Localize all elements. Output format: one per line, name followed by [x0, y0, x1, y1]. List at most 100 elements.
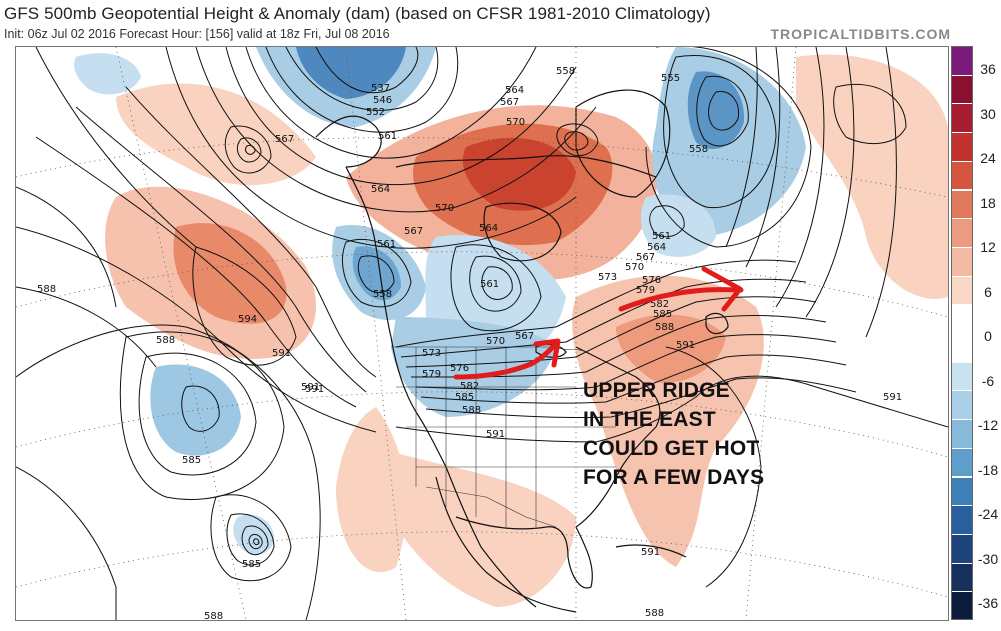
contour-585-flow [420, 354, 847, 404]
contour-570-flow [395, 259, 797, 348]
arrow-northeast [618, 287, 744, 312]
contour-label: 591 [272, 348, 291, 359]
contour-ridge-1 [125, 86, 377, 378]
contour-label: 555 [661, 73, 680, 84]
contour-lakes-low-2 [469, 255, 522, 312]
map-canvas: 537 546 552 561 558 555 564 567 570 558 … [16, 47, 948, 620]
us-mexico-border [425, 486, 557, 528]
contour-north-atlantic-2 [725, 47, 758, 248]
colorbar-label: 36 [980, 61, 996, 77]
chart-title: GFS 500mb Geopotential Height & Anomaly … [4, 4, 711, 23]
contour-label: 591 [676, 340, 695, 351]
contour-label: 588 [655, 322, 674, 333]
cool-anomaly-central-pacific-low [150, 364, 241, 456]
contour-591-flow [395, 375, 948, 443]
contour-label: 585 [182, 455, 201, 466]
chart-header: GFS 500mb Geopotential Height & Anomaly … [0, 0, 1001, 46]
mexico-coast [435, 476, 577, 613]
contour-atlantic-3 [865, 47, 897, 338]
colorbar-label: 6 [984, 283, 992, 300]
contour-label: 588 [37, 284, 56, 295]
contour-552 [265, 47, 459, 133]
contour-label: 585 [242, 559, 261, 570]
annotation-line: IN THE EAST [583, 408, 716, 431]
arrow-northeast-head [701, 266, 743, 312]
colorbar-label: -18 [977, 461, 999, 478]
colorbar-label: 30 [980, 105, 996, 122]
contour-label: 579 [636, 285, 655, 296]
grid-lon-2 [345, 47, 407, 620]
contour-far-west [16, 186, 117, 308]
brand-watermark: TROPICALTIDBITS.COM [770, 26, 951, 42]
colorbar-label: -30 [977, 550, 999, 567]
height-contours [16, 47, 948, 620]
contour-hurricane-outer [210, 494, 292, 582]
colorbar-swatch [951, 447, 973, 477]
warm-anomaly-northeast-atlantic [796, 54, 948, 299]
colorbar-frame [951, 46, 973, 620]
contour-pacific-high-2 [119, 331, 285, 500]
contour-label: 546 [373, 95, 392, 106]
colorbar-swatch [951, 361, 973, 391]
contour-west-atlantic-high [665, 346, 762, 588]
cool-anomaly-alaska-small [74, 53, 141, 95]
colorbar-swatch [951, 591, 973, 620]
contour-label: 591 [883, 392, 902, 403]
contour-label: 591 [641, 547, 660, 558]
contour-label: 570 [506, 117, 525, 128]
contour-label: 567 [515, 331, 534, 342]
contour-greenland-low-4 [645, 47, 812, 248]
gulf-coast [455, 516, 569, 558]
colorbar-label: 0 [984, 328, 992, 344]
contour-label: 591 [305, 384, 324, 395]
contour-573-flow [400, 278, 807, 358]
cool-anomaly-shading [74, 47, 806, 555]
contour-hurricane-core-2 [248, 534, 263, 550]
contour-lakes-low-3 [481, 266, 513, 300]
contour-label: 588 [156, 335, 175, 346]
hudson-bay [483, 202, 562, 262]
annotation-text: UPPER RIDGE IN THE EAST COULD GET HOT FO… [583, 376, 764, 492]
colorbar-swatch [951, 533, 973, 563]
alaska-coast [315, 115, 382, 168]
contour-label: 567 [500, 97, 519, 108]
contour-label: 537 [371, 83, 390, 94]
contour-label: 582 [460, 381, 479, 392]
contour-pacific-high-1 [138, 352, 257, 476]
contour-label: 576 [642, 275, 661, 286]
colorbar-swatch [951, 390, 973, 420]
cuba [615, 544, 687, 558]
east-coast [575, 346, 661, 528]
contour-label: 558 [556, 66, 575, 77]
cool-anomaly-bc-low-core [352, 246, 401, 301]
contour-558a [245, 47, 537, 159]
contour-label: 567 [275, 134, 294, 145]
contour-hurricane-core-1 [241, 525, 269, 556]
colorbar-label: 18 [980, 194, 996, 211]
colorbar-swatch [951, 419, 973, 448]
annotation-arrows [453, 266, 744, 380]
contour-label: 591 [486, 429, 505, 440]
contour-hudson-low [649, 205, 685, 238]
contour-arctic-low-2 [564, 131, 589, 151]
state-boundaries [391, 346, 616, 528]
colorbar-swatch [951, 218, 973, 247]
contour-label: 561 [378, 131, 397, 142]
contour-561 [225, 47, 577, 186]
colorbar-swatch [951, 132, 973, 161]
contour-label: 591 [301, 382, 320, 393]
contour-579-flow [410, 314, 827, 378]
colorbar-swatch [951, 304, 973, 333]
contour-label: 564 [479, 223, 498, 234]
contour-hurricane-core-3 [253, 538, 260, 546]
contour-label: 588 [204, 611, 223, 620]
contour-label: 570 [435, 203, 454, 214]
contour-label: 588 [645, 608, 664, 619]
contour-atlantic-ridge [833, 83, 907, 145]
contour-bc-low-1 [342, 238, 412, 308]
colorbar-swatch [951, 189, 973, 219]
anomaly-colorbar: 36 30 24 18 12 6 0 -6 -12 -18 -24 -30 -36 [951, 46, 1001, 620]
canada-arctic-coast [395, 155, 657, 178]
colorbar-swatch [951, 246, 973, 276]
colorbar-swatch [951, 275, 973, 305]
